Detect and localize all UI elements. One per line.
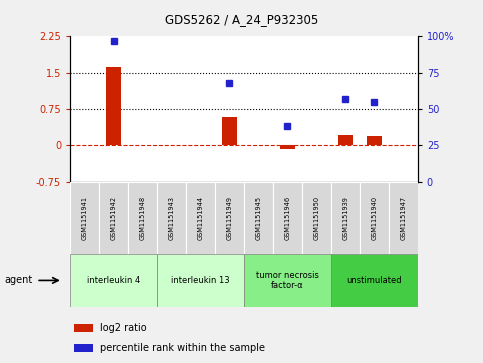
Text: GSM1151949: GSM1151949 (227, 196, 232, 240)
Bar (302, 182, 331, 254)
Bar (73, 344, 93, 352)
Bar (331, 182, 360, 254)
Bar (280, 145, 295, 149)
Text: log2 ratio: log2 ratio (99, 323, 146, 333)
Bar (244, 254, 331, 307)
Bar (215, 182, 244, 254)
Bar (367, 136, 382, 145)
Bar (106, 67, 121, 145)
Bar (70, 254, 157, 307)
Bar (128, 182, 157, 254)
Bar (244, 182, 273, 254)
Bar (389, 182, 418, 254)
Text: GSM1151950: GSM1151950 (313, 196, 319, 240)
Text: GSM1151939: GSM1151939 (342, 196, 348, 240)
Text: GSM1151945: GSM1151945 (256, 196, 261, 240)
Text: GSM1151942: GSM1151942 (111, 196, 116, 240)
Bar (186, 182, 215, 254)
Bar (331, 254, 418, 307)
Text: GSM1151941: GSM1151941 (82, 196, 87, 240)
Text: GSM1151948: GSM1151948 (140, 196, 145, 240)
Text: GSM1151947: GSM1151947 (400, 196, 406, 240)
Bar (222, 117, 237, 145)
Text: agent: agent (5, 276, 33, 285)
Text: unstimulated: unstimulated (346, 276, 402, 285)
Text: GDS5262 / A_24_P932305: GDS5262 / A_24_P932305 (165, 13, 318, 26)
Bar (338, 135, 353, 145)
Bar (360, 182, 389, 254)
Text: GSM1151944: GSM1151944 (198, 196, 203, 240)
Text: GSM1151940: GSM1151940 (371, 196, 377, 240)
Bar (73, 323, 93, 332)
Text: percentile rank within the sample: percentile rank within the sample (99, 343, 265, 353)
Bar (99, 182, 128, 254)
Bar (157, 182, 186, 254)
Bar (70, 182, 99, 254)
Bar (273, 182, 302, 254)
Text: interleukin 13: interleukin 13 (171, 276, 230, 285)
Text: interleukin 4: interleukin 4 (87, 276, 140, 285)
Text: tumor necrosis
factor-α: tumor necrosis factor-α (256, 271, 319, 290)
Bar (157, 254, 244, 307)
Text: GSM1151943: GSM1151943 (169, 196, 174, 240)
Text: GSM1151946: GSM1151946 (284, 196, 290, 240)
